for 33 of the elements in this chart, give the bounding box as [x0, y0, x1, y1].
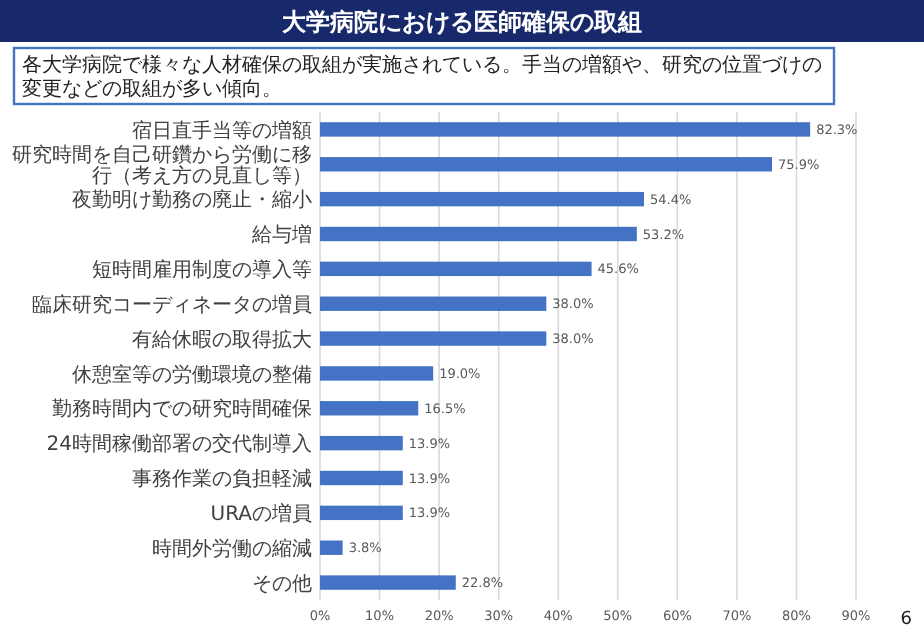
- bar: [320, 191, 644, 207]
- y-tick-label: 時間外労働の縮減: [152, 536, 312, 561]
- y-tick-label: 有給休暇の取得拡大: [132, 327, 312, 352]
- y-tick-label: 短時間雇用制度の導入等: [92, 258, 312, 283]
- chart-title: 大学病院における医師確保の取組: [282, 8, 642, 36]
- bar: [320, 261, 592, 277]
- title-bar: 大学病院における医師確保の取組: [0, 0, 924, 42]
- y-tick-label: 宿日直手当等の増額: [132, 118, 312, 143]
- y-tick-label: その他: [252, 571, 312, 596]
- y-tick-label: 休憩室等の労働環境の整備: [72, 362, 312, 387]
- bar: [320, 226, 637, 242]
- y-tick-label: 給与増: [250, 223, 312, 248]
- y-tick-label: 夜勤明け勤務の廃止・縮小: [72, 188, 312, 213]
- bar: [320, 470, 403, 486]
- bar: [320, 435, 403, 451]
- bar: [320, 366, 434, 381]
- bar: [320, 157, 773, 172]
- y-tick-label: 事務作業の負担軽減: [132, 467, 312, 492]
- bar: [320, 331, 547, 346]
- bar: [320, 296, 547, 311]
- y-tick-label: 臨床研究コーディネータの増員: [32, 292, 312, 317]
- y-tick-label: 勤務時間内での研究時間確保: [52, 397, 312, 422]
- bar: [320, 540, 343, 555]
- y-tick-label: URAの増員: [210, 502, 312, 527]
- text: 6: [900, 610, 913, 630]
- bar: [320, 401, 419, 416]
- bar: [320, 122, 811, 137]
- y-tick-label: 研究時間を自己研鑽から労働に移行（考え方の見直し等）: [12, 142, 312, 188]
- bar: [320, 505, 403, 521]
- subtitle-box: 各大学病院で様々な人材確保の取組が実施されている。手当の増額や、研究の位置づけの変更などの取組が多い傾向。: [12, 46, 836, 106]
- chart-subtitle: 各大学病院で様々な人材確保の取組が実施されている。手当の増額や、研究の位置づけの変更などの取組が多い傾向。: [22, 53, 822, 101]
- y-tick-label: 24時間稼働部署の交代制導入: [46, 432, 312, 457]
- bar: [320, 575, 456, 590]
